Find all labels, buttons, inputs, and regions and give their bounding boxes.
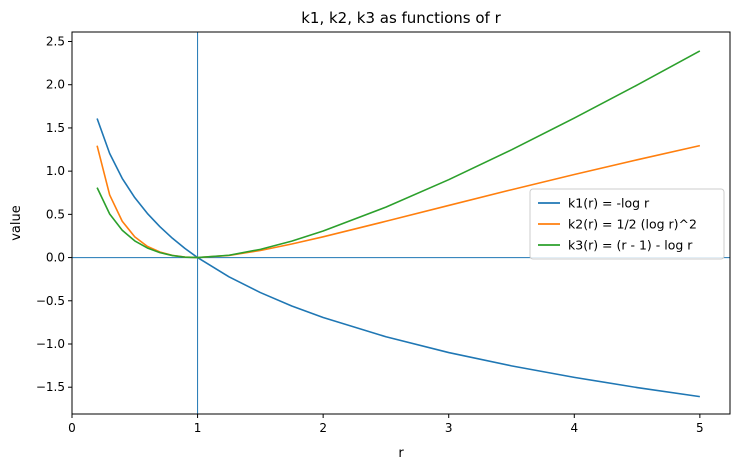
y-tick-label: −1.0 (36, 337, 65, 351)
chart-title: k1, k2, k3 as functions of r (301, 9, 501, 27)
x-tick-label: 4 (570, 421, 578, 435)
y-axis-label: value (9, 205, 24, 241)
legend-label-3: k3(r) = (r - 1) - log r (568, 238, 693, 253)
x-tick-label: 1 (194, 421, 202, 435)
legend: k1(r) = -log r k2(r) = 1/2 (log r)^2 k3(r)… (529, 188, 725, 260)
y-tick-label: 1.5 (46, 121, 65, 135)
legend-label-1: k1(r) = -log r (568, 196, 650, 211)
y-tick-label: −0.5 (36, 294, 65, 308)
x-tick-label: 0 (68, 421, 76, 435)
y-tick-label: −1.5 (36, 380, 65, 394)
y-tick-label: 1.0 (46, 164, 65, 178)
x-tick-label: 5 (696, 421, 704, 435)
legend-label-2: k2(r) = 1/2 (log r)^2 (568, 217, 697, 232)
series-layer (96, 50, 701, 398)
y-tick-label: 2.0 (46, 78, 65, 92)
x-axis-label: r (398, 446, 404, 461)
series-line-3 (96, 50, 701, 259)
series-line-1 (96, 118, 700, 398)
x-axis: 0 1 2 3 4 5 (68, 414, 704, 435)
legend-box (529, 188, 725, 260)
y-tick-label: 2.5 (46, 35, 65, 49)
y-tick-label: 0.0 (46, 251, 65, 265)
y-tick-label: 0.5 (46, 207, 65, 221)
x-tick-label: 3 (445, 421, 453, 435)
plot-frame (71, 31, 731, 415)
x-tick-label: 2 (319, 421, 327, 435)
y-axis: −1.5 −1.0 −0.5 0.0 0.5 1.0 1.5 2.0 2.5 (36, 35, 72, 394)
